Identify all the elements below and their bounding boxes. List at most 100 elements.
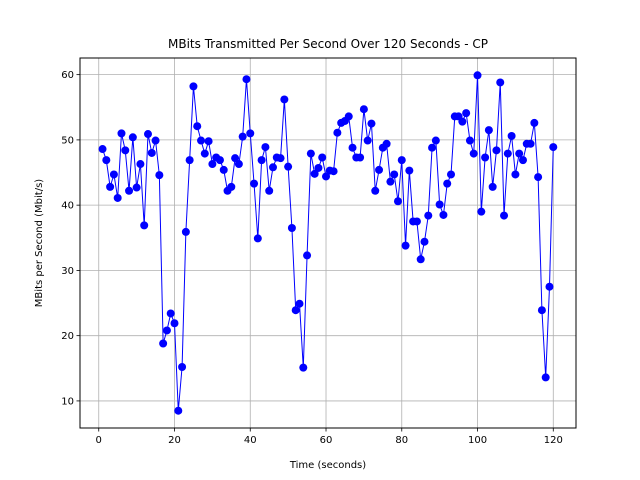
data-point (147, 148, 156, 157)
y-tick-label: 20 (61, 331, 74, 342)
data-point (170, 319, 179, 328)
y-tick-label: 50 (61, 135, 74, 146)
data-point (465, 136, 474, 145)
data-point (382, 139, 391, 148)
data-point (462, 109, 471, 118)
data-point (151, 136, 160, 145)
data-point (98, 145, 107, 154)
data-point (132, 183, 141, 192)
data-point (405, 166, 414, 175)
y-tick-label: 60 (61, 70, 74, 81)
data-point (215, 156, 224, 165)
data-point (492, 146, 501, 155)
data-point (488, 182, 497, 191)
data-point (208, 160, 217, 169)
data-point (397, 156, 406, 165)
data-point (253, 234, 262, 243)
data-point (515, 149, 524, 158)
data-point (265, 186, 274, 195)
data-point (238, 132, 247, 141)
data-point (500, 211, 509, 220)
data-point (246, 129, 255, 138)
data-point (291, 306, 300, 315)
data-point (431, 136, 440, 145)
data-point (284, 162, 293, 171)
data-point (219, 165, 228, 174)
data-point (428, 143, 437, 152)
y-tick-label: 40 (61, 201, 74, 212)
data-point (128, 133, 137, 142)
data-point (322, 172, 331, 181)
data-point (435, 200, 444, 209)
x-tick-label: 40 (244, 435, 257, 446)
data-point (412, 217, 421, 226)
data-point (420, 237, 429, 246)
chart-title: MBits Transmitted Per Second Over 120 Se… (168, 37, 488, 51)
data-point (306, 149, 315, 158)
data-point (511, 170, 520, 179)
data-point (125, 186, 134, 195)
data-point (200, 149, 209, 158)
x-tick-label: 80 (395, 435, 408, 446)
data-point (473, 71, 482, 80)
data-point (348, 143, 357, 152)
data-point (469, 149, 478, 158)
data-point (526, 139, 535, 148)
data-point (261, 143, 270, 152)
data-point (424, 211, 433, 220)
data-point (204, 137, 213, 146)
x-tick-label: 60 (320, 435, 333, 446)
data-point (507, 131, 516, 140)
data-point (178, 362, 187, 371)
data-point (231, 154, 240, 163)
data-point (371, 186, 380, 195)
x-tick-label: 100 (468, 435, 487, 446)
data-point (109, 170, 118, 179)
data-point (439, 210, 448, 219)
data-point (162, 326, 171, 335)
data-point (159, 339, 168, 348)
x-axis-ticks: 0 20 40 60 80 100 120 (96, 428, 563, 446)
data-point (193, 122, 202, 131)
data-point (185, 156, 194, 165)
data-point (518, 156, 527, 165)
data-point (447, 170, 456, 179)
data-point (257, 156, 266, 165)
data-point (375, 165, 384, 174)
y-tick-label: 30 (61, 266, 74, 277)
data-point (390, 170, 399, 179)
data-point (458, 117, 467, 126)
data-point (359, 105, 368, 114)
data-point (549, 143, 558, 152)
data-point (481, 153, 490, 162)
data-point (314, 163, 323, 172)
data-point (166, 309, 175, 318)
data-point (189, 82, 198, 91)
data-point (329, 167, 338, 176)
data-point (333, 128, 342, 137)
data-point (318, 153, 327, 162)
data-point (344, 112, 353, 121)
data-point (268, 163, 277, 172)
data-point (113, 193, 122, 202)
data-point (287, 223, 296, 232)
data-point (367, 119, 376, 128)
x-tick-label: 20 (168, 435, 181, 446)
data-point (280, 95, 289, 104)
data-point (310, 169, 319, 178)
data-point (140, 221, 149, 230)
data-point (174, 406, 183, 415)
data-point (227, 182, 236, 191)
data-point (416, 255, 425, 264)
data-point (299, 363, 308, 372)
data-point (356, 153, 365, 162)
series-points (98, 71, 558, 415)
data-point (295, 299, 304, 308)
plot-frame (79, 57, 577, 429)
data-point (242, 75, 251, 84)
data-point (541, 373, 550, 382)
data-point (303, 251, 312, 260)
data-point (197, 136, 206, 145)
